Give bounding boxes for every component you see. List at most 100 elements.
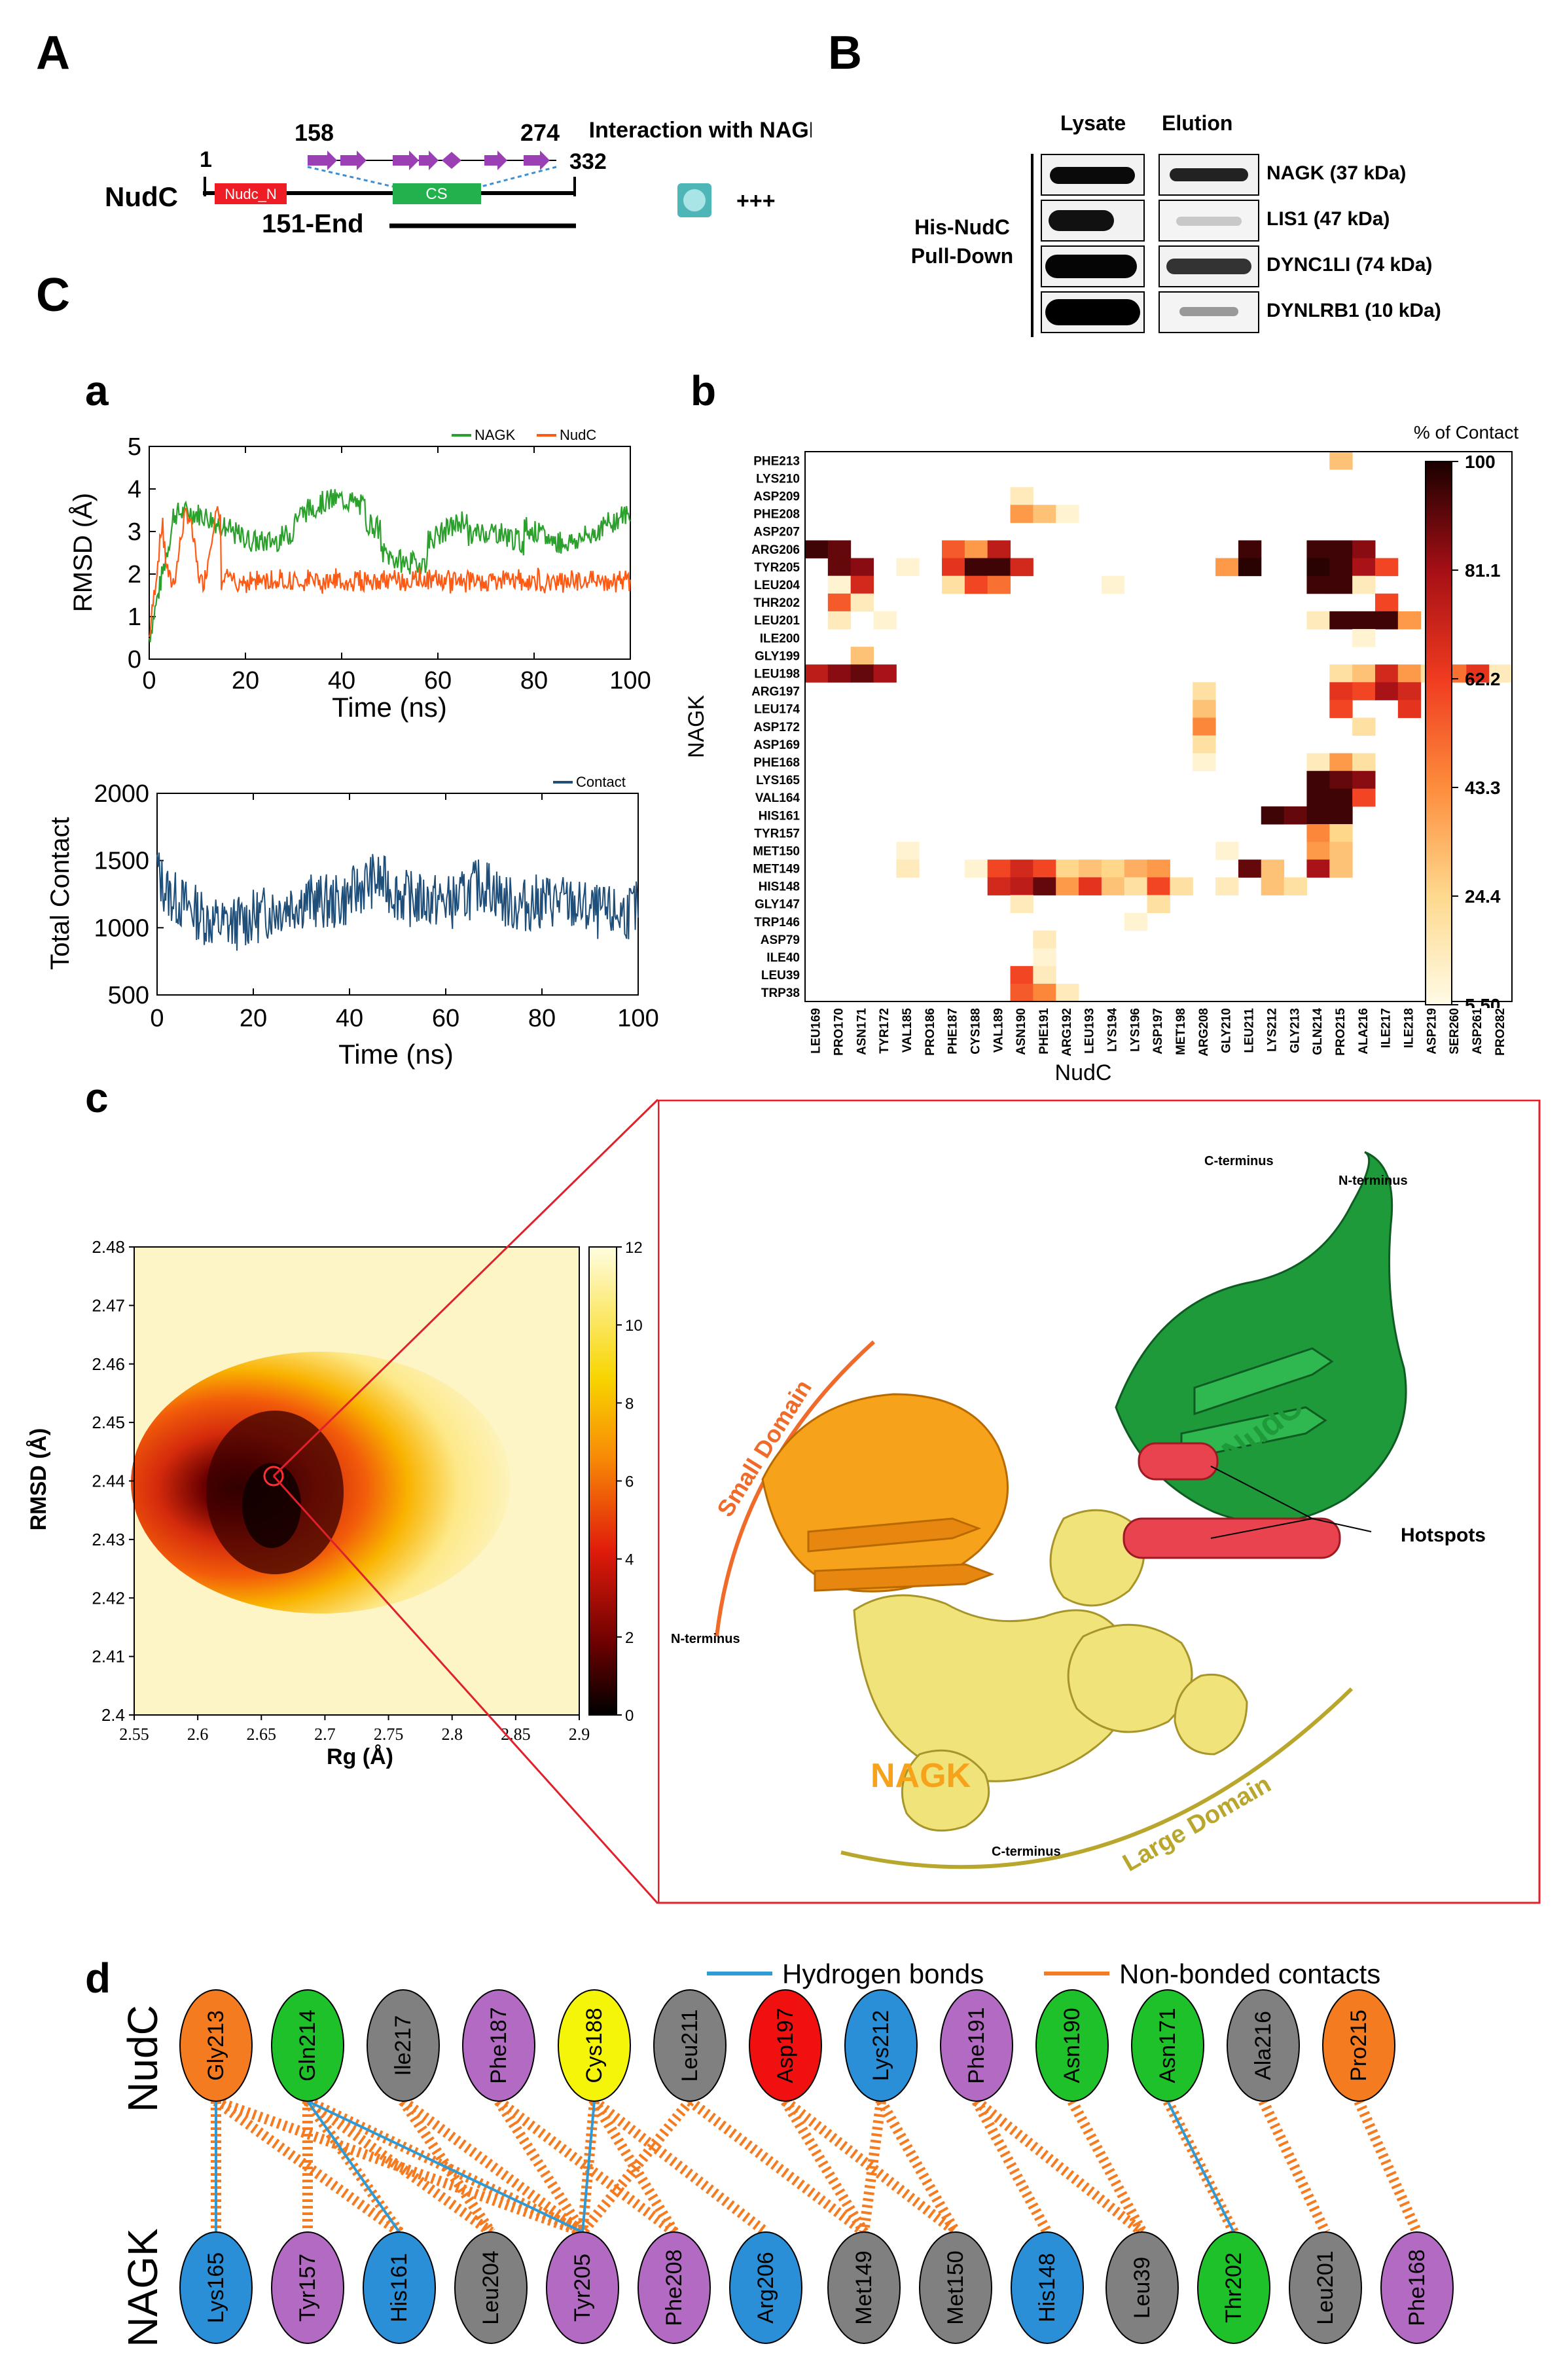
heatmap-cell: [1306, 842, 1330, 860]
heatmap-ylabel: NAGK: [684, 695, 709, 759]
heatmap-xlabel-item: LYS196: [1128, 1008, 1142, 1052]
contact-xtick: 0: [150, 1005, 164, 1032]
nudc-n-domain: [215, 183, 287, 204]
nudc-residue-node: [558, 1989, 631, 2102]
heatmap-ylabel-item: LEU174: [754, 703, 800, 717]
nudc-residue-node: [653, 1989, 727, 2102]
heatmap-cell: [1010, 505, 1033, 523]
heatmap-cell: [1033, 859, 1056, 878]
nudc-residue-label: Asp197: [773, 2008, 798, 2083]
rmsd-xtick: 80: [520, 667, 548, 694]
rmsd-plot: 0 20 40 60 80 100 0 1 2 3 4 5 NAGK NudC RMSD (Å) Ti…: [68, 427, 651, 723]
fel-ylabel: RMSD (Å): [26, 1428, 51, 1531]
fel-xtick: 2.6: [187, 1725, 209, 1744]
heatmap-cell: [1374, 558, 1399, 577]
heatmap-cell: [1284, 806, 1307, 825]
nudc-n-domain-label: Nudc_N: [225, 186, 276, 202]
heatmap-ylabel-item: PHE168: [753, 756, 800, 770]
heatmap-cell: [1033, 965, 1056, 984]
fel-xtick: 2.8: [441, 1725, 463, 1744]
heatmap-ylabel-item: ASP169: [753, 738, 800, 752]
rmsd-ytick: 0: [128, 646, 141, 674]
heatmap-cell: [1010, 895, 1033, 914]
heatmap-xlabel-item: LYS194: [1106, 1008, 1120, 1052]
fel-xtick: 2.9: [569, 1725, 590, 1744]
heatmap-cell: [1056, 983, 1079, 1002]
heatmap-cell: [1306, 558, 1330, 577]
seg-end: 274: [520, 119, 560, 146]
row-label-nagk: NAGK: [119, 2228, 166, 2347]
blot-row-1: NAGK (37 kDa): [1267, 162, 1407, 184]
nudc-residue-label: Lys212: [869, 2010, 893, 2081]
heatmap-xlabel-item: PRO215: [1334, 1008, 1348, 1056]
heatmap-cell: [987, 558, 1011, 577]
fel-xtick: 2.85: [501, 1725, 531, 1744]
heatmap-ylabel-item: TRP38: [761, 986, 800, 1000]
fel-ytick: 2.42: [92, 1588, 125, 1608]
nudc-residue-node: [462, 1989, 535, 2102]
hbond-link: [307, 2100, 583, 2233]
nonbonded-link: [1067, 2099, 1147, 2235]
colorbar-ticks: 100 81.1 62.2 43.3 24.4 5.50: [1452, 452, 1501, 1008]
heatmap-cell: [827, 664, 852, 683]
contact-xtick: 40: [336, 1005, 363, 1032]
heatmap-colorbar: % of Contact 100 81.1 62.2 43.3 24.4 5.50: [1414, 422, 1519, 1008]
seg-start: 158: [295, 119, 334, 146]
heatmap-cell: [1352, 611, 1376, 630]
heatmap-cell: [1352, 682, 1376, 700]
heatmap-cell: [1374, 664, 1399, 683]
fel-colorbar-tick: 2: [625, 1629, 634, 1647]
heatmap-ylabel-item: ASP207: [753, 526, 800, 539]
heatmap-xlabel-item: SER260: [1448, 1008, 1462, 1055]
heatmap-cell: [850, 664, 874, 683]
heatmap-xlabel-item: GLN214: [1311, 1008, 1325, 1055]
nagk-residue-node: [638, 2231, 711, 2344]
panel-b-western-blot: Lysate Elution: [1034, 111, 1374, 386]
colorbar-tick: 81.1: [1465, 560, 1501, 581]
heatmap-cell: [827, 558, 852, 577]
nudc-residue-label: Asn171: [1155, 2008, 1180, 2083]
heatmap-cell: [964, 575, 988, 594]
nagk-residue-label: Thr202: [1221, 2252, 1246, 2323]
heatmap-cell: [1238, 859, 1262, 878]
heatmap-cell: [896, 558, 920, 577]
nudc-residue-node: [844, 1989, 918, 2102]
fel-xlabel: Rg (Å): [327, 1744, 393, 1769]
heatmap-cell: [1374, 682, 1399, 700]
blot-row-4: DYNLRB1 (10 kDa): [1267, 300, 1441, 321]
panel-label-A: A: [36, 27, 70, 79]
nonbonded-link: [971, 2099, 1052, 2235]
nonbonded-link: [973, 2097, 1145, 2237]
panel-label-B: B: [828, 27, 862, 79]
heatmap-xlabel-item: ASP219: [1425, 1008, 1439, 1055]
heatmap-cell: [1079, 877, 1102, 895]
contact-ytick: 1000: [94, 914, 149, 942]
residue-nodes: Gly213 Gln214 Ile217 Phe187 Cys188 Leu211 Asp1…: [179, 1989, 1454, 2344]
contact-ylabel: Total Contact: [46, 817, 75, 969]
fel-ytick: 2.47: [92, 1295, 125, 1315]
heatmap-ylabel-item: TRP146: [754, 916, 800, 929]
nudc-residue-node: [1131, 1989, 1204, 2102]
colorbar-tick: 24.4: [1465, 886, 1501, 907]
free-energy-landscape: 2.55 2.6 2.65 2.7 2.75 2.8 2.85 2.9 2.4 2.41 2.42 2…: [26, 1237, 643, 1769]
fel-xtick: 2.75: [374, 1725, 404, 1744]
heatmap-cell: [964, 859, 988, 878]
heatmap-cell: [1329, 842, 1353, 860]
heatmap-cell: [1010, 965, 1033, 984]
heatmap-cell: [1306, 788, 1330, 807]
contact-xtick: 80: [528, 1005, 556, 1032]
fel-ytick: 2.4: [101, 1705, 125, 1725]
heatmap-cell: [1329, 682, 1353, 700]
heatmap-cell: [1238, 540, 1262, 559]
heatmap-ylabel-item: LEU201: [754, 614, 800, 628]
nagk-residue-label: Leu39: [1130, 2257, 1155, 2319]
heatmap-cell: [1124, 877, 1148, 895]
interaction-links: [211, 2096, 1422, 2237]
nagk-residue-label: Leu201: [1313, 2250, 1338, 2324]
contact-xtick: 60: [432, 1005, 459, 1032]
col-lysate: Lysate: [1060, 111, 1126, 135]
heatmap-cell: [1397, 682, 1422, 700]
nagk-residue-node: [1197, 2231, 1270, 2344]
heatmap-cell: [1010, 877, 1033, 895]
rmsd-axis-ticks: 0 20 40 60 80 100 0 1 2 3 4 5: [128, 433, 651, 694]
